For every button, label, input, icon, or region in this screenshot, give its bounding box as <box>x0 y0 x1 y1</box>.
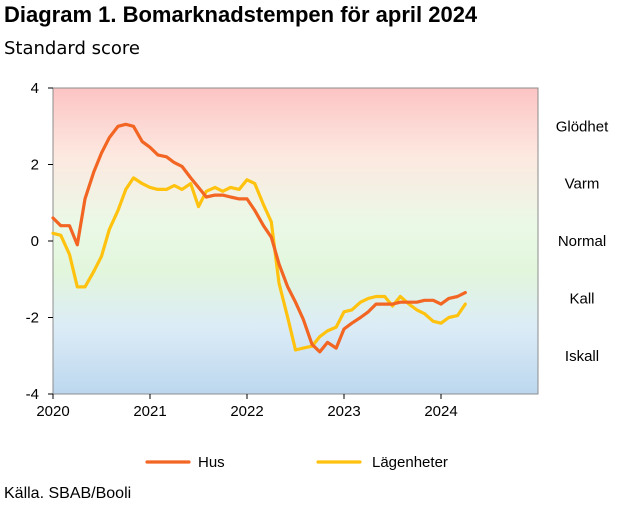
x-tick-label: 2020 <box>36 403 69 420</box>
legend-label: Hus <box>198 454 225 471</box>
zone-label: Glödhet <box>556 118 609 135</box>
y-tick-label: -2 <box>26 310 39 327</box>
zone-labels: Glödhet Varm Normal Kall Iskall <box>556 118 609 365</box>
series-line-hus <box>51 122 467 354</box>
x-tick-label: 2023 <box>327 403 360 420</box>
y-tick-label: 2 <box>31 157 39 174</box>
series-line-lagenheter <box>51 176 467 352</box>
x-tick-label: 2021 <box>133 403 166 420</box>
x-tick-label: 2022 <box>230 403 263 420</box>
chart-subtitle: Standard score <box>4 38 140 59</box>
source-note: Källa. SBAB/Booli <box>4 485 132 502</box>
series-lines <box>51 122 467 354</box>
legend: Hus Lägenheter <box>145 454 448 471</box>
zone-label: Iskall <box>565 348 599 365</box>
zone-label: Normal <box>558 233 606 250</box>
zone-label: Kall <box>569 290 594 307</box>
x-tick-label: 2024 <box>424 403 457 420</box>
y-tick-label: 0 <box>31 233 39 250</box>
legend-label: Lägenheter <box>372 454 448 471</box>
zone-label: Varm <box>565 176 600 193</box>
y-tick-label: 4 <box>31 80 39 97</box>
plot-area <box>52 87 539 395</box>
y-tick-label: -4 <box>26 386 39 403</box>
chart-title: Diagram 1. Bomarknadstempen för april 20… <box>4 2 478 27</box>
